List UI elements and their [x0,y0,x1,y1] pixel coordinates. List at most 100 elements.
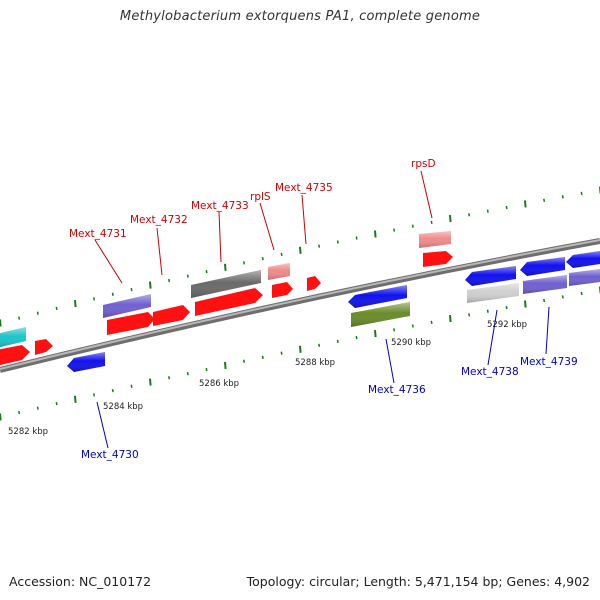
gene-red-rpls [272,282,293,298]
top-minor-tick [468,213,471,217]
top-major-tick [374,230,377,238]
bottom-major-tick [374,330,377,338]
bottom-minor-tick [411,324,414,328]
top-major-tick [449,215,452,223]
bottom-minor-tick [261,355,264,359]
label-rpls: rplS [250,191,271,203]
top-minor-tick [205,269,208,274]
bottom-minor-tick [36,406,39,410]
gene-shading [0,231,600,372]
label-mext-4730: Mext_4730 [81,449,139,461]
gene-red-4732 [153,305,190,326]
bottom-minor-tick [468,313,471,317]
bottom-minor-tick [355,335,358,340]
scale-label-5290: 5290 kbp [391,338,431,348]
bottom-major-tick [74,395,77,403]
gene-labels-bottom: Mext_4730 Mext_4736 Mext_4738 Mext_4739 [81,356,578,461]
top-minor-tick [93,297,96,301]
top-minor-tick [318,244,321,248]
top-minor-tick [505,205,508,210]
top-minor-tick [168,278,171,283]
bottom-major-tick [449,315,452,323]
bottom-minor-tick [111,388,114,393]
label-mext-4735: Mext_4735 [275,182,333,194]
gene-labels-top: Mext_4731 Mext_4732 Mext_4733 rplS Mext_… [69,158,436,240]
bottom-minor-tick [561,295,564,299]
scale-label-5292: 5292 kbp [487,320,527,330]
gene-red-small-left [35,339,53,355]
top-minor-tick [55,306,58,311]
bottom-major-tick [299,345,302,353]
bottom-minor-tick [18,410,21,415]
label-leader-lines [94,170,550,449]
genome-backbone [0,238,600,373]
gene-red-rpsd [423,251,453,267]
gene-red-left [0,345,30,366]
top-minor-tick [261,257,264,261]
top-minor-tick [186,274,189,278]
bottom-minor-tick [430,320,433,324]
bottom-minor-tick [205,367,208,372]
top-major-tick [299,246,302,254]
gene-red-4731 [107,312,155,335]
top-minor-tick [243,261,246,265]
scale-label-5284: 5284 kbp [103,402,143,412]
label-mext-4736: Mext_4736 [368,384,426,396]
scale-label-5286: 5286 kbp [199,379,239,389]
label-mext-4733: Mext_4733 [191,200,249,212]
bottom-minor-tick [55,401,58,406]
bottom-minor-tick [393,328,396,332]
top-minor-tick [36,311,39,315]
top-minor-tick [355,236,358,240]
label-mext-4738: Mext_4738 [461,366,519,378]
bottom-minor-tick [486,309,489,313]
top-minor-tick [280,252,283,257]
bottom-major-tick [524,300,527,308]
label-mext-4739: Mext_4739 [520,356,578,368]
top-minor-tick [411,224,414,228]
map-title: Methylobacterium extorquens PA1, complet… [119,9,481,24]
top-major-tick [224,263,227,271]
scale-labels: 5282 kbp 5284 kbp 5286 kbp 5288 kbp 5290… [8,320,527,437]
label-mext-4731: Mext_4731 [69,228,127,240]
top-minor-tick [18,316,21,320]
top-major-tick [74,300,77,308]
top-minor-tick [430,220,433,225]
bottom-minor-tick [186,372,189,376]
tick-row-top [0,186,600,327]
bottom-minor-tick [318,343,321,347]
accession-text: Accession: NC_010172 [9,574,152,589]
top-minor-tick [580,191,583,196]
top-minor-tick [561,195,564,199]
reverse-strand-genes [67,251,600,372]
bottom-minor-tick [93,393,96,397]
bottom-minor-tick [168,376,171,380]
bottom-minor-tick [543,298,546,303]
top-minor-tick [111,292,114,296]
gene-red-4733 [195,288,263,316]
top-major-tick [0,319,2,327]
label-mext-4732: Mext_4732 [130,214,188,226]
top-major-tick [149,281,152,289]
top-minor-tick [336,240,339,244]
bottom-minor-tick [243,359,246,363]
bottom-major-tick [0,413,2,421]
top-minor-tick [130,287,133,292]
bottom-major-tick [224,361,227,369]
bottom-major-tick [149,378,152,386]
genome-stats-text: Topology: circular; Length: 5,471,154 bp… [246,574,590,589]
top-major-tick [524,200,527,208]
top-minor-tick [543,198,546,202]
gene-mext-4735 [307,276,321,291]
tick-row-bottom [0,286,600,421]
bottom-minor-tick [130,384,133,388]
bottom-minor-tick [505,305,508,310]
bottom-minor-tick [580,291,583,296]
label-rpsd: rpsD [411,158,436,170]
scale-label-5282: 5282 kbp [8,427,48,437]
top-minor-tick [393,228,396,232]
top-minor-tick [486,209,489,213]
bottom-minor-tick [336,339,339,344]
